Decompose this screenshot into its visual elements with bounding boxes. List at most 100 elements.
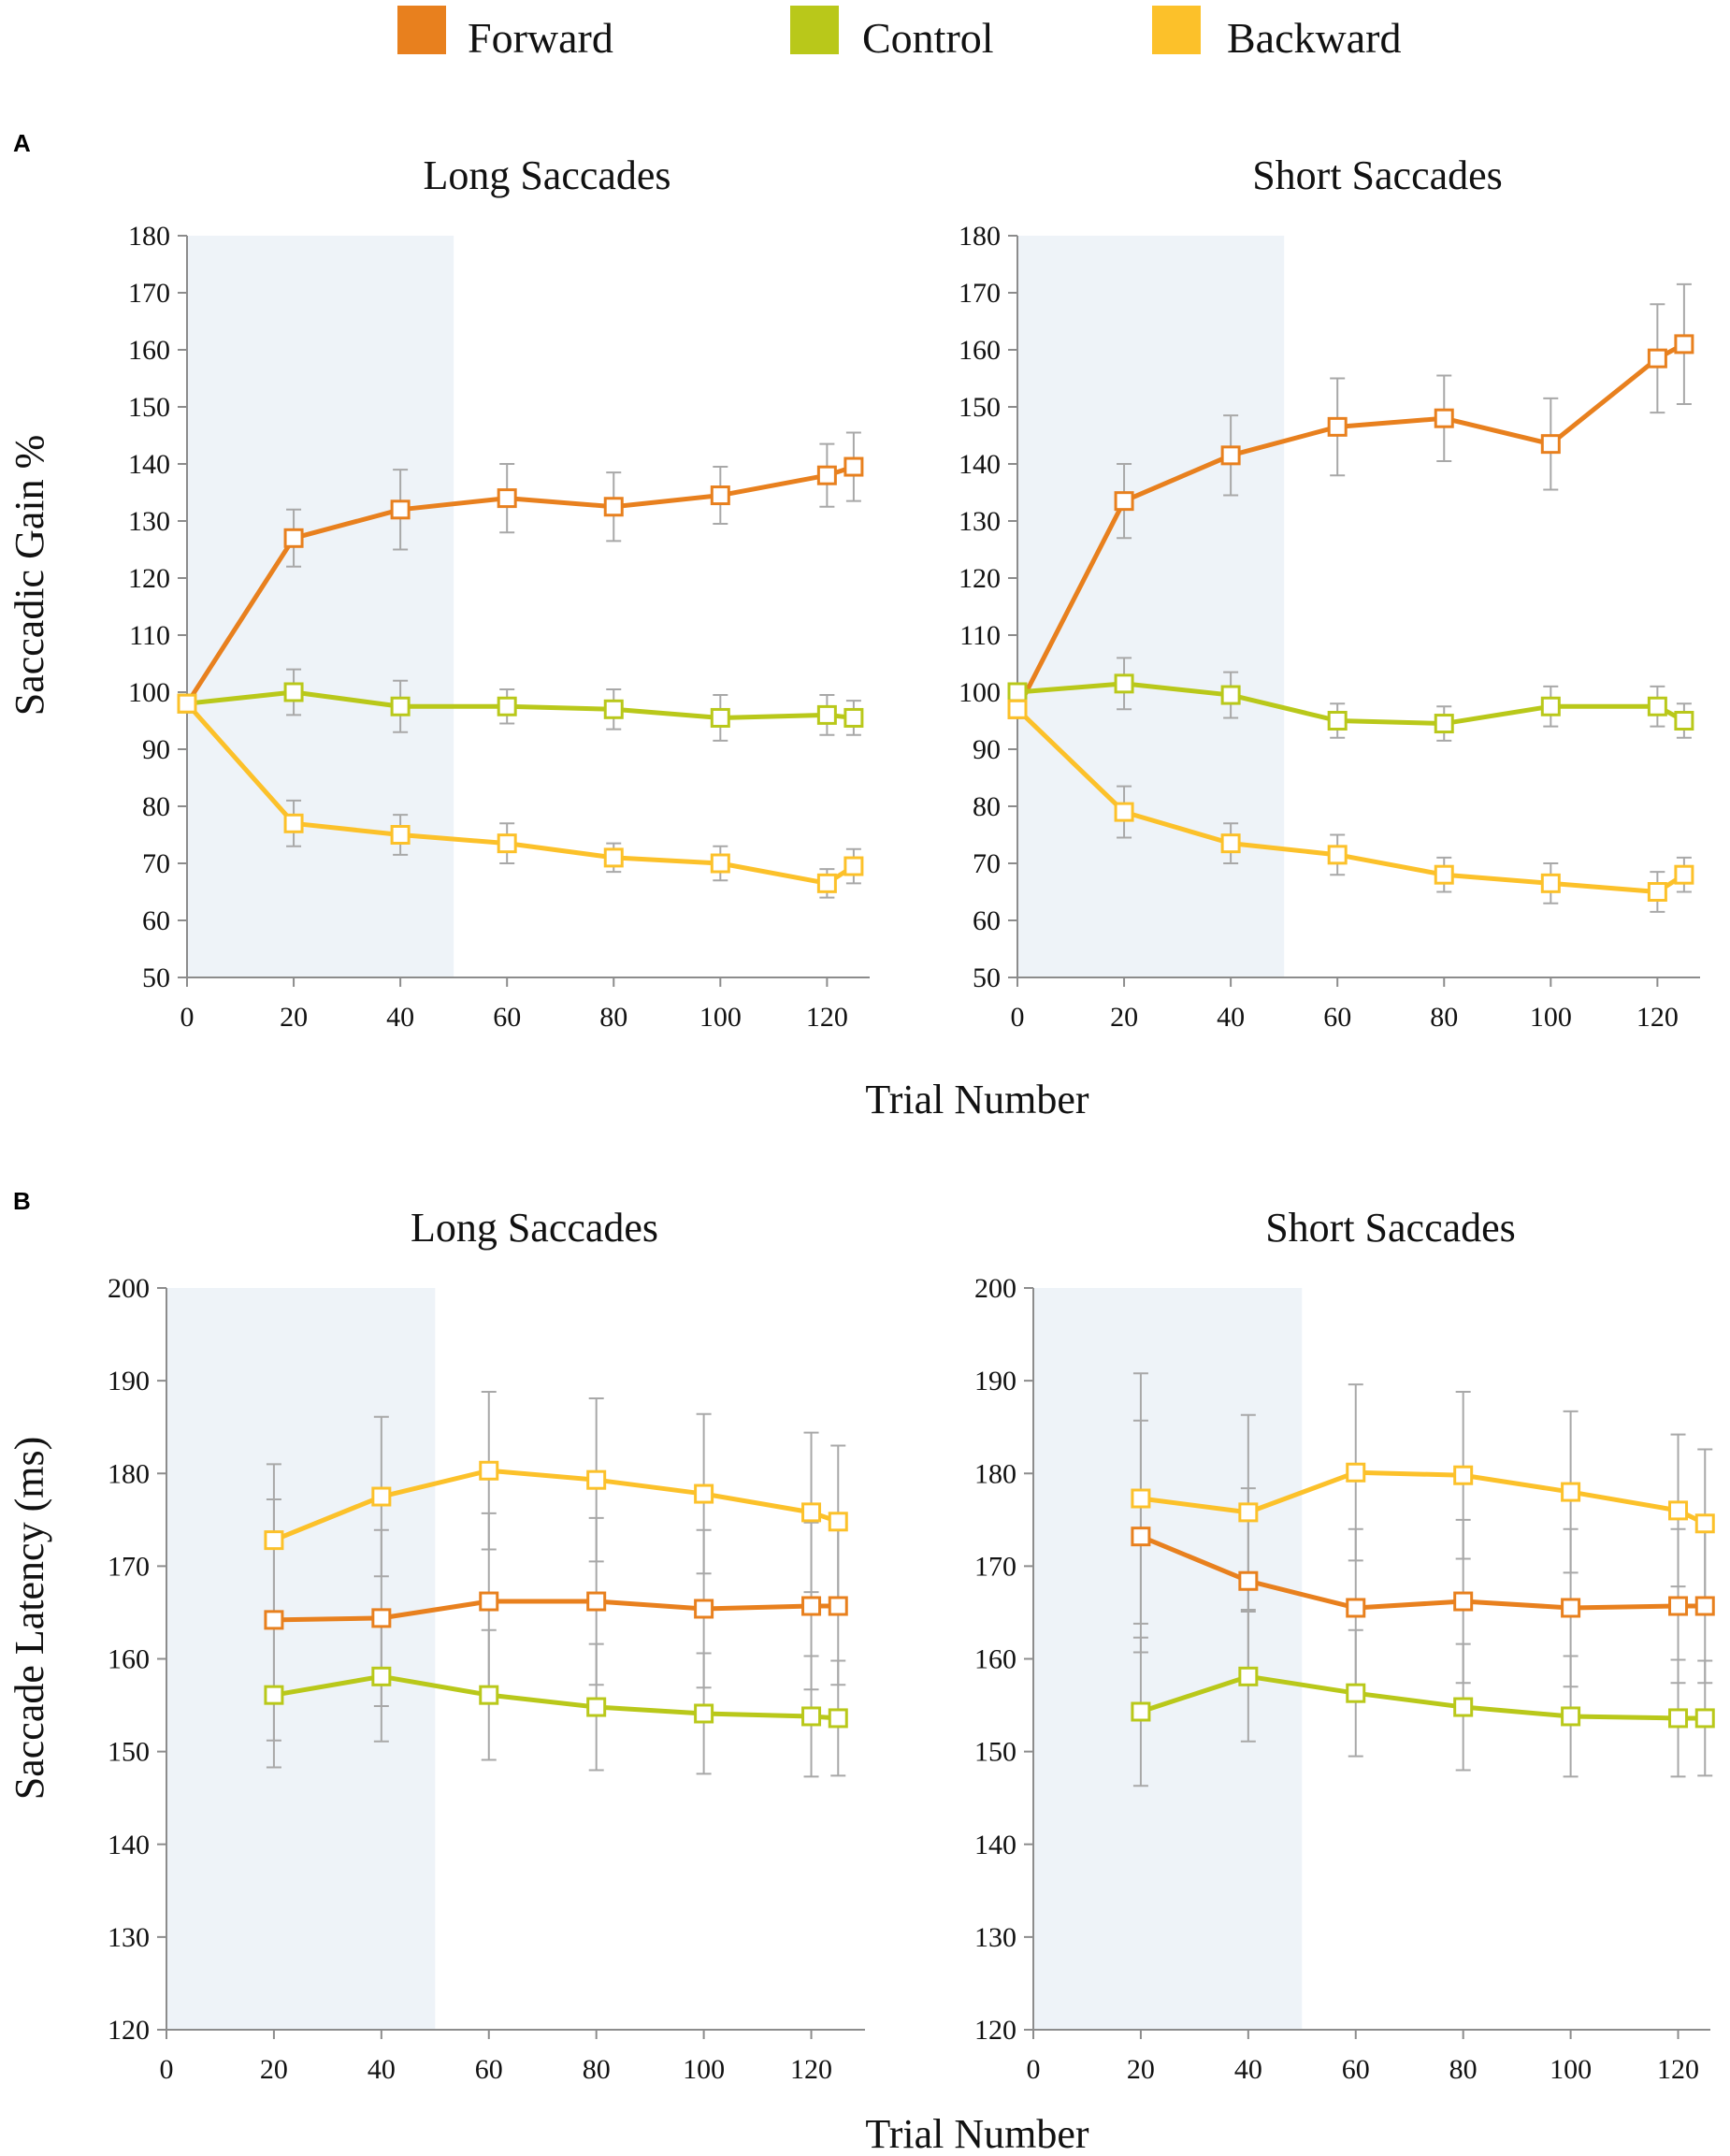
data-point-control <box>1346 1683 1366 1703</box>
data-point-control <box>497 696 517 716</box>
panel-b-ylabel: Saccade Latency (ms) <box>7 1437 52 1800</box>
data-point-backward <box>1238 1502 1259 1523</box>
data-point-control <box>1220 685 1241 705</box>
y-tick-label: 150 <box>108 1737 150 1768</box>
data-point-control <box>1540 696 1561 716</box>
x-tick-label: 60 <box>1342 2054 1370 2085</box>
data-point-backward <box>390 825 411 845</box>
series-line-backward <box>185 702 856 886</box>
data-point-backward <box>177 693 197 714</box>
y-tick-label: 50 <box>973 962 1001 993</box>
legend-label-backward: Backward <box>1227 14 1401 62</box>
series-line-forward <box>184 464 855 705</box>
data-point-backward <box>479 1460 499 1481</box>
y-tick-label: 160 <box>974 1644 1016 1675</box>
y-tick-label: 170 <box>974 1551 1016 1582</box>
data-point-control <box>1327 711 1348 731</box>
data-point-backward <box>1327 845 1348 865</box>
panel-a-ylabel: Saccadic Gain % <box>7 435 52 716</box>
chart-a-long-saccades: Long Saccades 50 60 70 80 90 100 110 120 130 140 15… <box>128 152 870 1033</box>
data-point-backward <box>497 833 517 854</box>
data-point-forward <box>1220 445 1241 466</box>
data-point-control <box>479 1685 499 1705</box>
data-point-control <box>1668 1708 1689 1729</box>
series-line-control <box>186 689 855 720</box>
data-point-forward <box>1327 416 1348 437</box>
x-tick-label: 60 <box>493 1002 521 1033</box>
data-point-forward <box>1668 1596 1689 1616</box>
x-tick-label: 40 <box>1234 2054 1262 2085</box>
data-point-forward <box>843 456 864 477</box>
y-tick-label: 150 <box>128 392 170 423</box>
x-tick-label: 80 <box>1430 1002 1458 1033</box>
data-point-forward <box>801 1596 822 1616</box>
data-point-forward <box>816 465 837 485</box>
y-tick-label: 120 <box>108 2015 150 2046</box>
data-point-forward <box>710 485 730 506</box>
data-point-backward <box>1540 873 1561 893</box>
legend: Forward Control Backward <box>397 6 1401 62</box>
data-point-forward <box>694 1599 714 1619</box>
x-tick-label: 100 <box>683 2054 725 2085</box>
chart-b-short-saccades: Short Saccades 120 130 140 150 160 170 180 190 20… <box>974 1205 1715 2085</box>
y-tick-label: 80 <box>142 791 170 822</box>
data-point-control <box>390 696 411 716</box>
data-point-backward <box>1114 802 1134 822</box>
data-point-control <box>694 1703 714 1724</box>
x-tick-label: 20 <box>1127 2054 1155 2085</box>
data-point-control <box>371 1666 392 1686</box>
data-point-control <box>1434 714 1454 734</box>
y-tick-label: 90 <box>142 734 170 765</box>
data-point-forward <box>371 1608 392 1628</box>
x-tick-label: 0 <box>1027 2054 1041 2085</box>
y-tick-label: 100 <box>959 677 1001 708</box>
x-tick-label: 120 <box>806 1002 848 1033</box>
data-point-forward <box>1131 1527 1151 1547</box>
series-line-backward <box>1016 707 1686 894</box>
y-tick-label: 160 <box>128 335 170 366</box>
x-tick-label: 40 <box>386 1002 414 1033</box>
shaded-region <box>187 236 454 977</box>
y-tick-label: 170 <box>108 1551 150 1582</box>
data-point-control <box>1647 696 1667 716</box>
x-tick-label: 20 <box>260 2054 288 2085</box>
y-tick-label: 130 <box>108 1922 150 1953</box>
data-point-control <box>1561 1706 1581 1727</box>
y-tick-label: 150 <box>974 1737 1016 1768</box>
data-point-backward <box>816 873 837 893</box>
data-point-forward <box>497 488 517 509</box>
legend-swatch-backward <box>1152 6 1201 54</box>
y-tick-label: 170 <box>959 278 1001 309</box>
y-tick-label: 110 <box>959 620 1001 651</box>
shaded-region <box>1017 236 1285 977</box>
x-tick-label: 100 <box>1550 2054 1592 2085</box>
data-point-forward <box>390 499 411 520</box>
x-tick-label: 40 <box>1217 1002 1245 1033</box>
data-point-control <box>1114 673 1134 694</box>
data-point-forward <box>1694 1596 1715 1616</box>
data-point-backward <box>603 847 624 868</box>
data-point-control <box>828 1708 848 1729</box>
y-tick-label: 120 <box>128 563 170 594</box>
data-point-backward <box>694 1483 714 1504</box>
x-tick-label: 120 <box>1636 1002 1679 1033</box>
data-point-forward <box>1561 1598 1581 1618</box>
y-tick-label: 120 <box>974 2015 1016 2046</box>
y-tick-label: 200 <box>108 1273 150 1304</box>
legend-label-control: Control <box>862 14 994 62</box>
data-point-forward <box>828 1596 848 1616</box>
data-point-forward <box>1540 434 1561 455</box>
x-tick-label: 0 <box>180 1002 195 1033</box>
chart-a-short-saccades: Short Saccades 50 60 70 80 90 100 110 120 130 140 1… <box>959 152 1700 1033</box>
x-tick-label: 60 <box>475 2054 503 2085</box>
y-tick-label: 160 <box>108 1644 150 1675</box>
data-point-forward <box>1346 1598 1366 1618</box>
legend-swatch-forward <box>397 6 446 54</box>
y-tick-label: 140 <box>974 1830 1016 1860</box>
data-point-control <box>1694 1708 1715 1729</box>
y-tick-label: 60 <box>142 905 170 936</box>
legend-swatch-control <box>790 6 839 54</box>
x-tick-label: 80 <box>599 1002 627 1033</box>
data-point-backward <box>1674 864 1694 885</box>
